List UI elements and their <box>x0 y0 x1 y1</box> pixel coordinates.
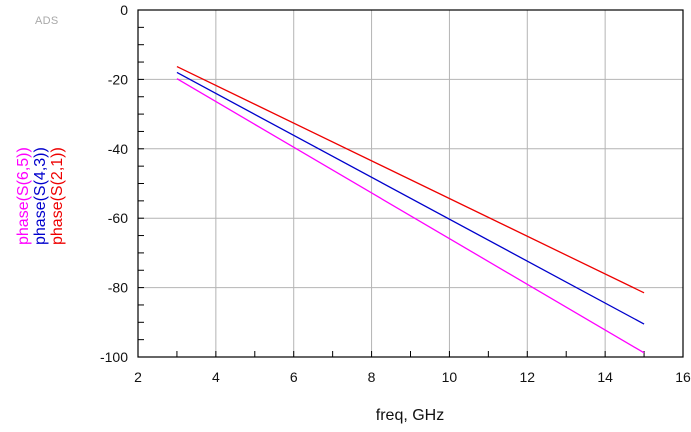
legend-label-1: phase(S(6,5)) <box>15 147 32 245</box>
y-tick-label-2: -40 <box>108 141 128 157</box>
y-tick-label-0: 0 <box>120 2 128 18</box>
x-tick-label-4: 10 <box>442 369 458 385</box>
series-line-3 <box>176 65 645 294</box>
plot-frame <box>137 9 684 358</box>
y-tick-label-1: -20 <box>108 71 128 87</box>
x-tick-label-2: 6 <box>290 369 298 385</box>
ads-watermark: ADS <box>35 15 59 27</box>
legend-label-3: phase(S(2,1)) <box>49 147 66 245</box>
x-axis-label: freq, GHz <box>376 407 444 424</box>
legend: phase(S(6,5)) phase(S(4,3)) phase(S(2,1)) <box>15 147 66 245</box>
legend-label-2: phase(S(4,3)) <box>32 147 49 245</box>
x-tick-label-7: 16 <box>675 369 691 385</box>
y-tick-label-3: -60 <box>108 210 128 226</box>
y-tick-label-5: -100 <box>100 349 128 365</box>
x-tick-labels: 2 4 6 8 10 12 14 16 <box>134 369 691 385</box>
x-tick-label-5: 12 <box>519 369 535 385</box>
minor-ticks <box>137 9 684 358</box>
y-tick-label-4: -80 <box>108 280 128 296</box>
y-tick-labels: 0 -20 -40 -60 -80 -100 <box>100 2 128 365</box>
x-tick-label-6: 14 <box>597 369 613 385</box>
x-tick-label-1: 4 <box>212 369 220 385</box>
grid <box>138 10 683 357</box>
series-line-1 <box>176 78 645 354</box>
series-group <box>176 65 645 354</box>
x-tick-label-0: 2 <box>134 369 142 385</box>
x-tick-label-3: 8 <box>368 369 376 385</box>
series-line-2 <box>176 71 645 325</box>
